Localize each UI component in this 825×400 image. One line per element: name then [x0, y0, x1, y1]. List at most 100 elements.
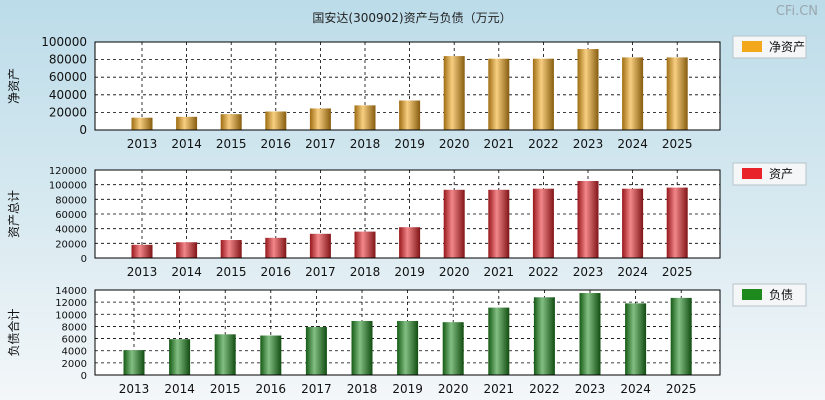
legend-label: 净资产: [769, 40, 805, 54]
legend-swatch: [742, 168, 762, 179]
bar-2024: [625, 303, 647, 375]
y-axis-label: 净资产: [7, 68, 21, 104]
bar-2015: [220, 114, 242, 130]
x-tick-label: 2014: [171, 137, 202, 151]
bar-2013: [131, 117, 153, 130]
chart-panel-2: 0 20000 40000 60000 80000 100000 120000 2013 201…: [7, 162, 807, 279]
x-tick-label: 2019: [394, 265, 425, 279]
y-tick-label: 0: [81, 371, 87, 382]
legend-label: 资产: [769, 167, 793, 181]
bar-2021: [488, 307, 510, 375]
bar-2016: [265, 111, 287, 130]
bar-2017: [305, 327, 327, 375]
y-tick-label: 14000: [55, 286, 87, 297]
bar-2022: [532, 188, 554, 258]
bar-2019: [399, 227, 421, 258]
x-tick-label: 2023: [575, 382, 606, 396]
x-tick-label: 2020: [439, 265, 470, 279]
x-tick-label: 2016: [261, 265, 292, 279]
bar-2017: [309, 108, 331, 130]
bar-2019: [399, 100, 421, 130]
x-tick-label: 2023: [573, 265, 604, 279]
y-axis-label: 资产总计: [7, 190, 21, 238]
y-tick-label: 120000: [49, 166, 87, 177]
bar-2024: [622, 188, 644, 258]
chart-title: 国安达(300902)资产与负债（万元）: [312, 10, 511, 25]
bar-2025: [666, 57, 688, 130]
plot-frame: [94, 41, 721, 131]
y-tick-label: 10000: [55, 310, 87, 321]
bar-2023: [579, 293, 601, 375]
x-tick-label: 2021: [484, 265, 515, 279]
x-tick-label: 2024: [617, 265, 648, 279]
x-tick-label: 2018: [350, 265, 381, 279]
x-tick-label: 2023: [573, 137, 604, 151]
x-tick-label: 2018: [350, 137, 381, 151]
y-tick-label: 20000: [49, 105, 87, 119]
bar-2023: [577, 49, 599, 130]
y-tick-label: 80000: [49, 53, 87, 67]
y-tick-label: 0: [79, 123, 87, 137]
y-tick-label: 100000: [41, 35, 87, 49]
x-tick-label: 2018: [347, 382, 378, 396]
x-tick-label: 2022: [528, 137, 559, 151]
y-tick-label: 80000: [55, 195, 87, 206]
bar-2020: [442, 322, 464, 375]
x-tick-label: 2020: [438, 382, 469, 396]
y-tick-label: 100000: [49, 181, 87, 192]
bar-2022: [533, 297, 555, 375]
y-tick-label: 40000: [55, 225, 87, 236]
chart-panel-1: 0 20000 40000 60000 80000 100000 2013 2014 2015 2…: [7, 35, 807, 151]
x-tick-label: 2022: [529, 382, 560, 396]
bar-2024: [622, 57, 644, 130]
bar-2018: [354, 105, 376, 130]
x-tick-label: 2025: [662, 137, 693, 151]
legend-swatch: [742, 289, 762, 300]
legend-label: 负债: [769, 288, 793, 302]
y-tick-label: 20000: [55, 239, 87, 250]
bar-2025: [670, 297, 692, 375]
bar-2013: [123, 350, 145, 375]
y-axis-label: 负债合计: [6, 308, 21, 356]
bar-2014: [176, 242, 198, 258]
x-tick-label: 2021: [484, 382, 515, 396]
x-tick-label: 2013: [127, 265, 158, 279]
y-tick-label: 60000: [55, 210, 87, 221]
y-tick-label: 8000: [62, 322, 87, 333]
x-tick-label: 2013: [119, 382, 150, 396]
x-tick-label: 2021: [484, 137, 515, 151]
bar-2017: [309, 233, 331, 258]
bar-2022: [532, 58, 554, 130]
x-tick-label: 2015: [210, 382, 241, 396]
bar-2018: [351, 320, 373, 375]
bar-2019: [397, 320, 419, 375]
bar-2014: [176, 116, 198, 130]
x-tick-label: 2025: [666, 382, 697, 396]
plot-frame: [94, 289, 721, 376]
bar-2021: [488, 189, 510, 258]
bar-2021: [488, 58, 510, 130]
x-tick-label: 2015: [216, 265, 247, 279]
y-tick-label: 60000: [49, 70, 87, 84]
bar-2016: [260, 335, 282, 375]
y-tick-label: 4000: [62, 347, 87, 358]
x-tick-label: 2017: [301, 382, 332, 396]
watermark: CFi.CN: [776, 4, 818, 19]
y-tick-label: 0: [81, 254, 87, 265]
bar-2020: [443, 56, 465, 130]
y-tick-label: 12000: [55, 298, 87, 309]
x-tick-label: 2022: [528, 265, 559, 279]
bar-2013: [131, 244, 153, 258]
bar-2018: [354, 231, 376, 258]
bar-2016: [265, 237, 287, 258]
plot-frame: [94, 169, 721, 259]
x-tick-label: 2017: [305, 137, 336, 151]
y-tick-label: 40000: [49, 88, 87, 102]
x-tick-label: 2024: [620, 382, 651, 396]
x-tick-label: 2019: [394, 137, 425, 151]
x-tick-label: 2019: [392, 382, 423, 396]
bar-2015: [214, 334, 236, 375]
x-tick-label: 2016: [256, 382, 287, 396]
bar-2020: [443, 189, 465, 258]
